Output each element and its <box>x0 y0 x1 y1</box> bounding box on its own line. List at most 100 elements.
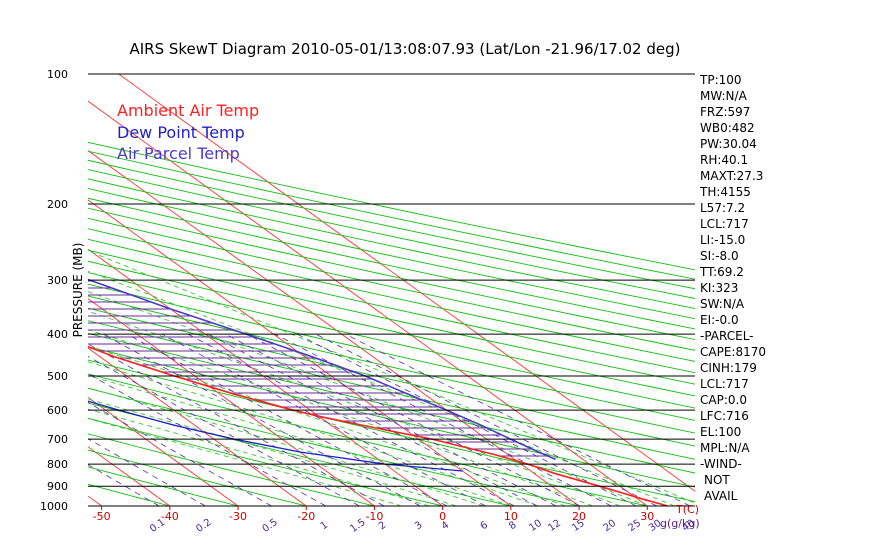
index-th: TH:4155 <box>699 185 751 199</box>
mixing-ratio-tick-label: 2 <box>377 520 389 533</box>
dry-adiabat-line <box>88 346 695 488</box>
index-wb0: WB0:482 <box>700 121 755 135</box>
pressure-tick-label: 500 <box>47 370 68 383</box>
dry-adiabat-line <box>88 141 695 271</box>
mixing-ratio-tick-label: 1 <box>319 520 331 533</box>
isobars <box>88 73 695 507</box>
pressure-tick-label: 1000 <box>40 500 68 513</box>
bottom-tick-label: -20 <box>297 510 315 523</box>
isotherm-line <box>88 396 239 506</box>
bottom-tick-label: -40 <box>161 510 179 523</box>
moist-adiabat-line <box>88 250 695 504</box>
isotherm-line <box>88 298 375 506</box>
wind-section-header: -WIND- <box>700 457 742 471</box>
dry-adiabat-line <box>88 417 443 506</box>
moist-adiabat-line <box>88 329 593 506</box>
dry-adiabat-line <box>88 387 580 506</box>
pressure-tick-label: 600 <box>47 404 68 417</box>
mixing-ratio-line <box>274 333 612 506</box>
wind-status-avail: AVAIL <box>704 489 738 503</box>
index-lcl: LCL:717 <box>700 217 749 231</box>
dry-adiabat-line <box>88 272 695 409</box>
isotherm-line <box>88 149 580 506</box>
index-parcel-lcl: LCL:717 <box>700 377 749 391</box>
isotherm-line <box>88 100 648 506</box>
index-cape: CAPE:8170 <box>700 345 766 359</box>
index-ei: EI:-0.0 <box>700 313 739 327</box>
index-pw: PW:30.04 <box>700 137 757 151</box>
mixing-ratio-tick-label: 3 <box>413 520 425 533</box>
chart-title: AIRS SkewT Diagram 2010-05-01/13:08:07.9… <box>129 40 680 58</box>
legend-air-parcel-temp: Air Parcel Temp <box>117 144 240 163</box>
bottom-tick-label: 20 <box>572 510 586 523</box>
ambient-air-temp-line <box>88 345 668 506</box>
mixing-ratio-tick-label: 8 <box>507 520 519 533</box>
mixing-ratio-tick-label: 0.5 <box>260 517 279 535</box>
dry-adiabats <box>88 141 695 506</box>
dry-adiabat-line <box>88 402 512 506</box>
dry-adiabat-line <box>88 197 695 330</box>
index-maxt: MAXT:27.3 <box>700 169 763 183</box>
mixing-ratio-lines <box>88 333 691 506</box>
mixing-ratio-line <box>88 464 160 506</box>
moist-adiabat-line <box>88 361 539 506</box>
dry-adiabat-line <box>88 359 695 503</box>
index-rh: RH:40.1 <box>700 153 748 167</box>
index-l57: L57:7.2 <box>700 201 745 215</box>
bottom-tick-label: 30 <box>640 510 654 523</box>
bottom-tick-label: -10 <box>365 510 383 523</box>
parcel-section-header: -PARCEL- <box>700 329 754 343</box>
mixing-ratio-tick-label: 10 <box>527 518 544 534</box>
index-el: EL:100 <box>700 425 741 439</box>
pressure-tick-label: 100 <box>47 68 68 81</box>
moist-adiabat-line <box>88 310 621 506</box>
sounding-profiles <box>88 278 668 506</box>
index-tt: TT:69.2 <box>699 265 744 279</box>
index-cinh: CINH:179 <box>700 361 757 375</box>
index-ki: KI:323 <box>700 281 738 295</box>
index-lfc: LFC:716 <box>700 409 749 423</box>
stability-indices: TP:100 MW:N/A FRZ:597 WB0:482 PW:30.04 R… <box>699 73 766 503</box>
index-mw: MW:N/A <box>700 89 748 103</box>
dry-adiabat-line <box>88 466 239 506</box>
bottom-tick-label: -50 <box>93 510 111 523</box>
isotherm-line <box>88 347 307 506</box>
dry-adiabat-line <box>88 283 695 421</box>
mixing-ratio-line <box>315 333 657 506</box>
dry-adiabat-line <box>88 433 375 506</box>
bottom-tick-label: 10 <box>504 510 518 523</box>
index-li: LI:-15.0 <box>700 233 745 247</box>
pressure-tick-label: 300 <box>47 274 68 287</box>
index-si: SI:-8.0 <box>700 249 739 263</box>
mixing-ratio-tick-label: 20 <box>601 518 618 534</box>
mixing-ratio-tick-label: 4 <box>440 520 452 533</box>
bottom-tick-label: -30 <box>229 510 247 523</box>
index-tp: TP:100 <box>699 73 742 87</box>
index-sw: SW:N/A <box>700 297 745 311</box>
bottom-tick-label: 0 <box>439 510 446 523</box>
isotherm-line <box>88 248 443 506</box>
dry-adiabat-line <box>88 159 695 290</box>
legend: Ambient Air Temp Dew Point Temp Air Parc… <box>117 101 259 163</box>
isotherm-line <box>0 74 33 506</box>
wind-status-not: NOT <box>704 473 730 487</box>
pressure-tick-labels: 100 200 300 400 500 600 700 800 900 1000 <box>40 68 68 513</box>
moist-adiabat-line <box>88 291 648 506</box>
dry-adiabat-line <box>88 260 695 397</box>
dry-adiabat-line <box>88 320 695 460</box>
mixing-ratio-line <box>208 333 538 506</box>
mixing-ratio-tick-label: 6 <box>479 520 491 533</box>
isotherm-line <box>118 74 695 492</box>
pressure-tick-label: 400 <box>47 328 68 341</box>
dry-adiabat-line <box>88 295 695 434</box>
pressure-tick-label: 200 <box>47 198 68 211</box>
mixing-ratio-unit-label: g(g/kg) <box>660 517 700 530</box>
moist-adiabat-line <box>88 408 430 506</box>
y-axis-label: PRESSURE (MB) <box>71 243 85 338</box>
dry-adiabat-line <box>88 307 695 447</box>
mixing-ratio-tick-label: 0.2 <box>194 517 213 535</box>
dry-adiabat-line <box>88 449 307 506</box>
legend-ambient-air-temp: Ambient Air Temp <box>117 101 259 120</box>
mixing-ratio-tick-label: 12 <box>546 518 563 534</box>
